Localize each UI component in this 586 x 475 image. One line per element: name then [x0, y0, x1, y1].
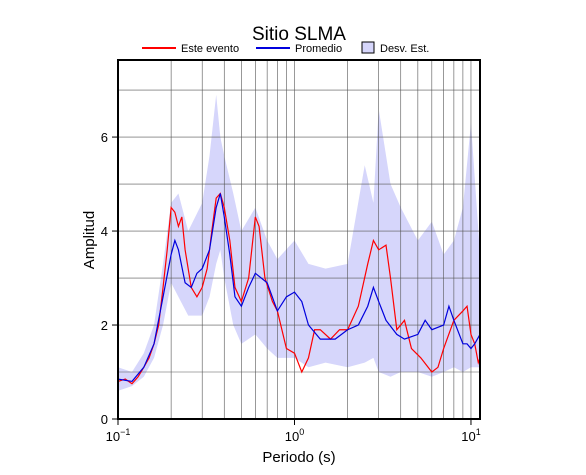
x-axis-label: Periodo (s)	[262, 449, 335, 466]
x-tick-exponent: −1	[120, 427, 130, 437]
data-line	[117, 192, 481, 385]
y-tick-label: 6	[101, 130, 108, 145]
chart-title: Sitio SLMA	[252, 24, 346, 45]
y-tick-label: 4	[101, 224, 108, 239]
std-band	[118, 94, 480, 391]
legend-swatch	[361, 41, 375, 54]
x-tick-label: 101	[461, 427, 480, 444]
y-tick-label: 0	[101, 412, 108, 427]
legend-label: Desv. Est.	[380, 43, 429, 55]
legend-label: Promedio	[295, 43, 342, 55]
x-tick-base: 10	[461, 429, 475, 444]
x-tick-exponent: 0	[299, 427, 304, 437]
data-line	[117, 193, 481, 383]
x-tick-label: 10−1	[106, 427, 131, 444]
y-tick-label: 2	[101, 318, 108, 333]
x-tick-base: 10	[285, 429, 299, 444]
legend-label: Este evento	[181, 43, 239, 55]
x-tick-label: 100	[285, 427, 304, 444]
y-axis-label: Amplitud	[81, 211, 98, 269]
plot-frame	[117, 59, 481, 420]
x-tick-base: 10	[106, 429, 120, 444]
x-tick-exponent: 1	[476, 427, 481, 437]
